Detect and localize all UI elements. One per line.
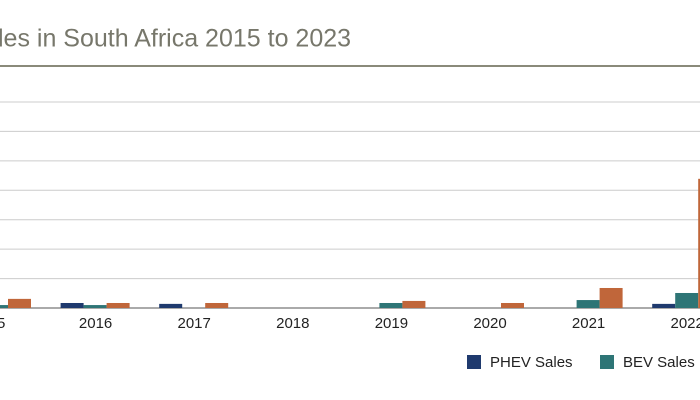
x-tick-label: 2019 — [375, 315, 408, 332]
bar — [698, 178, 700, 308]
legend-label: PHEV Sales — [490, 354, 573, 371]
bar — [0, 305, 8, 308]
bar — [402, 300, 426, 308]
bar — [501, 302, 524, 308]
bar — [8, 298, 31, 308]
x-tick-label: 2017 — [178, 315, 211, 332]
bar — [159, 303, 183, 308]
bar — [379, 302, 403, 308]
x-tick-label: 15 — [0, 315, 5, 332]
bar — [205, 302, 229, 308]
bar — [599, 287, 623, 308]
bar — [106, 302, 130, 308]
bar — [60, 302, 84, 308]
legend-swatch — [467, 355, 481, 369]
x-tick-label: 2021 — [572, 315, 605, 332]
x-tick-label: 2022 — [671, 315, 700, 332]
legend-swatch — [600, 355, 614, 369]
x-tick-label: 2016 — [79, 315, 112, 332]
bar — [675, 292, 699, 308]
legend-label: BEV Sales — [623, 354, 695, 371]
chart-title: les in South Africa 2015 to 2023 — [0, 25, 351, 53]
bar — [83, 305, 107, 308]
x-tick-label: 2020 — [473, 315, 506, 332]
bar — [576, 300, 600, 308]
bar — [652, 303, 676, 308]
x-tick-label: 2018 — [276, 315, 309, 332]
